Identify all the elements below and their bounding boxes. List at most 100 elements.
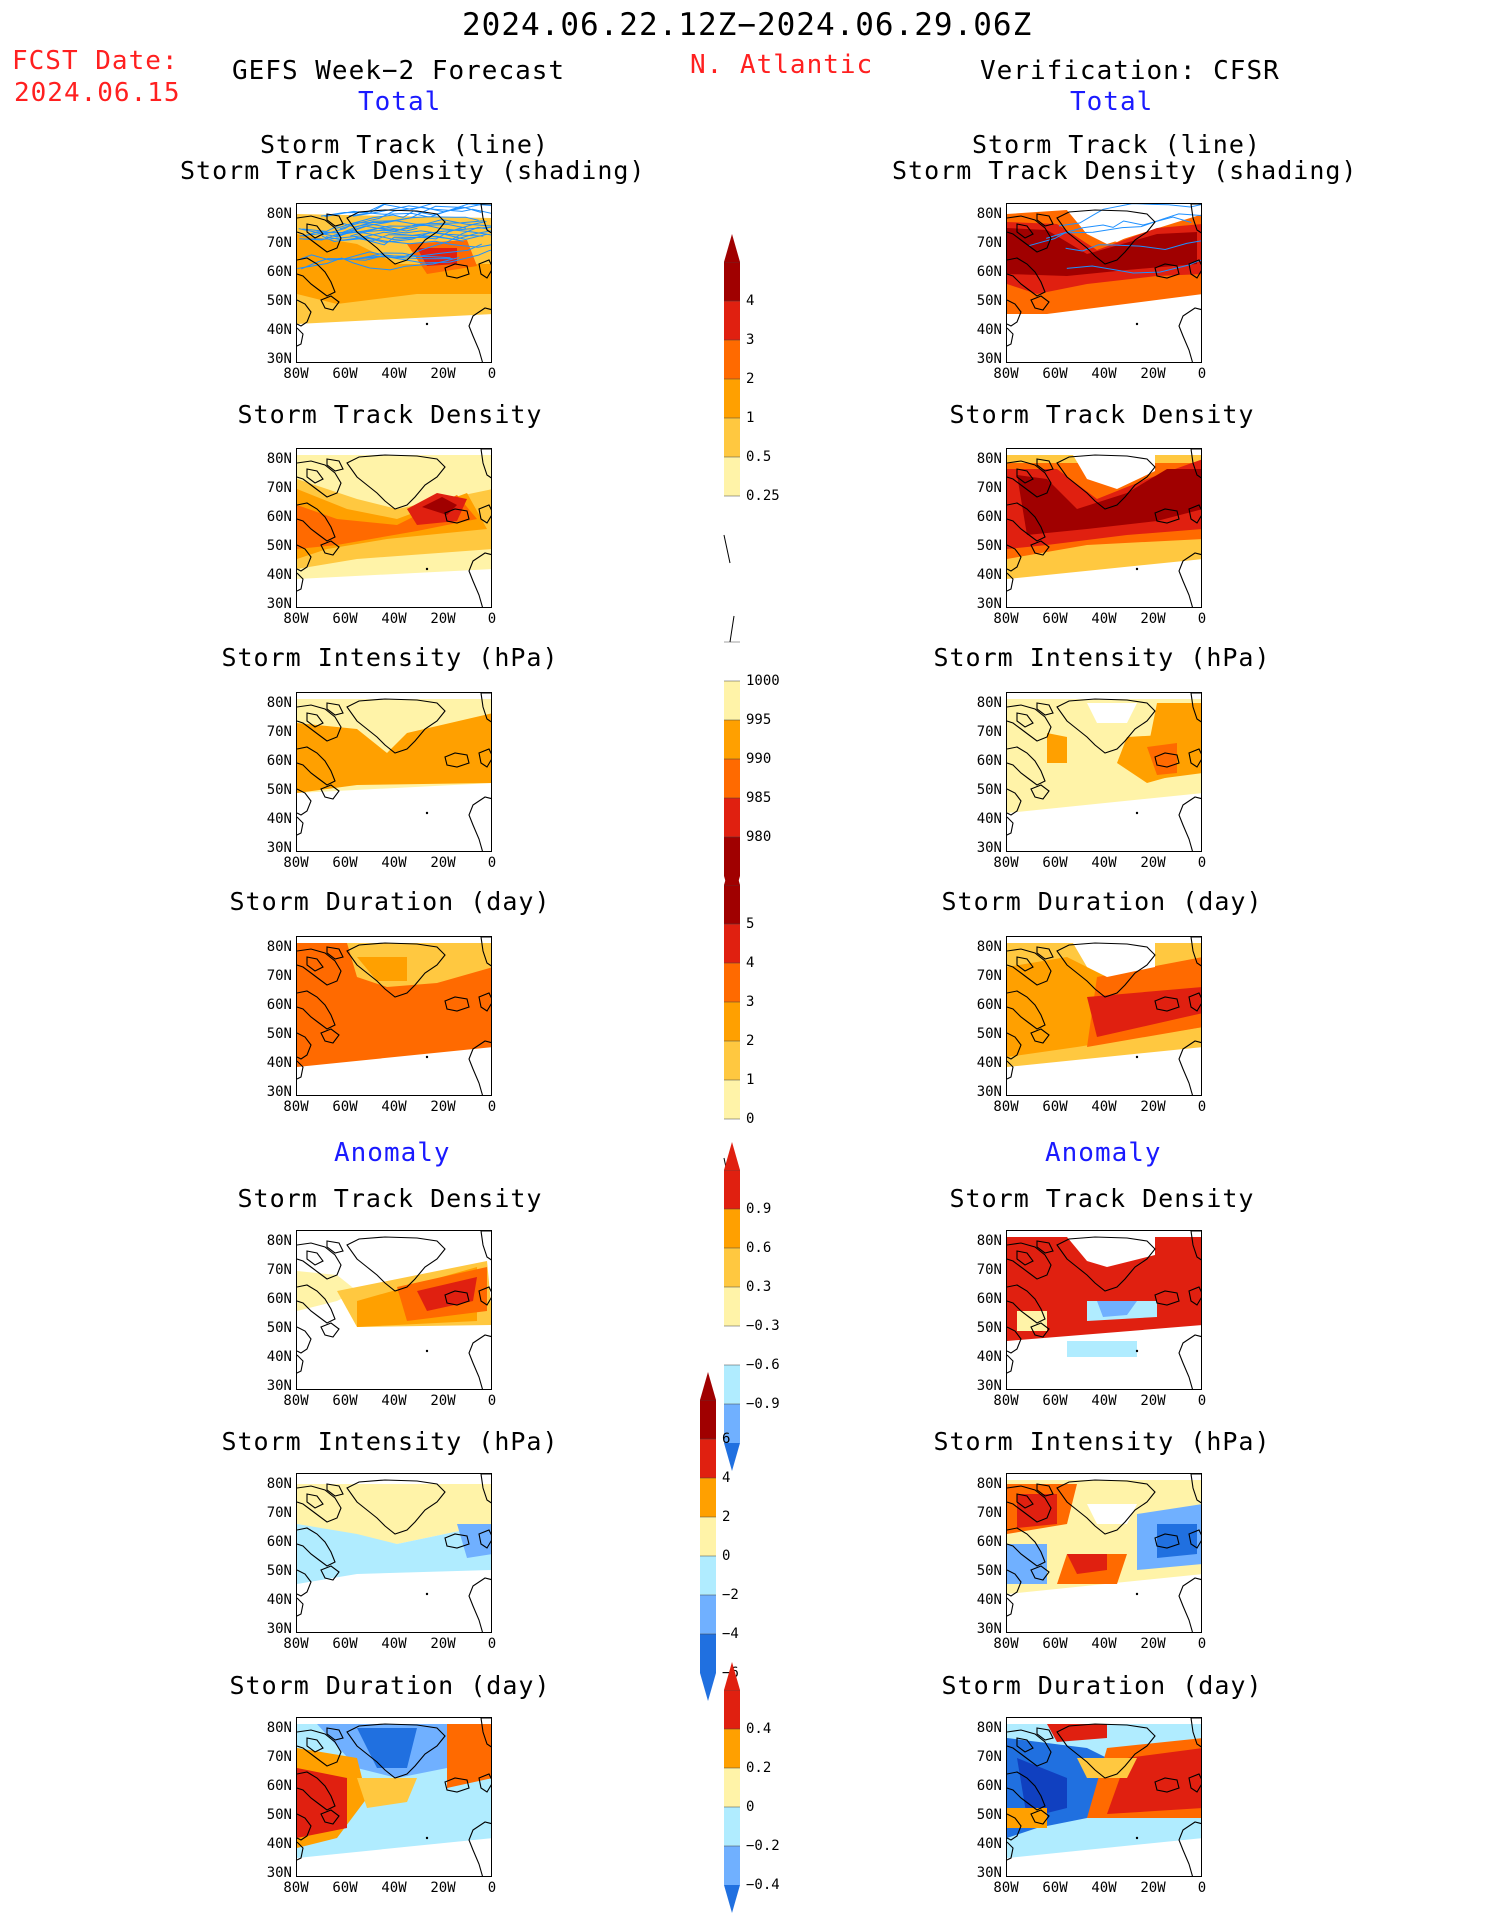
lat-tick-label: 70N [266, 480, 292, 496]
lon-tick-label: 40W [381, 366, 407, 382]
lon-tick-label: 20W [1140, 366, 1166, 382]
lat-tick-label: 40N [976, 1349, 1002, 1365]
lon-tick-label: 60W [332, 611, 358, 627]
density-anom-colorbar-tick-label: −0.3 [746, 1318, 780, 1334]
lat-tick-label: 40N [266, 567, 292, 583]
lat-tick-label: 70N [266, 724, 292, 740]
lat-tick-label: 50N [976, 782, 1002, 798]
duration-anom-colorbar-tick-label: −0.2 [746, 1838, 780, 1854]
f-density-anom-map [296, 1230, 492, 1390]
duration-colorbar-tick-label: 0 [746, 1111, 755, 1127]
lon-tick-label: 80W [283, 1636, 309, 1652]
lat-tick-label: 80N [976, 451, 1002, 467]
v-intensity-anom-title: Storm Intensity (hPa) [933, 1427, 1271, 1456]
lat-tick-label: 80N [266, 939, 292, 955]
density-anom-colorbar-tick-label: −0.6 [746, 1357, 780, 1373]
intensity-anom-colorbar-tick-label: 0 [722, 1548, 731, 1564]
lat-tick-label: 80N [976, 1720, 1002, 1736]
lon-tick-label: 80W [993, 1393, 1019, 1409]
f-duration-anom-title: Storm Duration (day) [229, 1671, 551, 1700]
lat-tick-label: 80N [976, 695, 1002, 711]
duration-anom-colorbar-tick-label: 0.2 [746, 1760, 772, 1776]
intensity-anom-colorbar-tick-label: 2 [722, 1509, 731, 1525]
f-intensity-map [296, 692, 492, 852]
v-density-anom-map [1006, 1230, 1202, 1390]
lon-tick-label: 0 [1197, 1393, 1207, 1409]
lon-tick-label: 0 [1197, 611, 1207, 627]
lat-tick-label: 70N [976, 235, 1002, 251]
lat-tick-label: 70N [266, 1505, 292, 1521]
lat-tick-label: 50N [976, 538, 1002, 554]
lat-tick-label: 50N [976, 1320, 1002, 1336]
duration-anom-colorbar-tick-label: 0 [746, 1799, 755, 1815]
f-density-title: Storm Track Density [237, 400, 543, 429]
lon-tick-label: 0 [1197, 1880, 1207, 1896]
intensity-anom-colorbar-tick-label: 6 [722, 1431, 731, 1447]
density-anom-colorbar-tick-label: −0.9 [746, 1396, 780, 1412]
lat-tick-label: 60N [976, 264, 1002, 280]
lon-tick-label: 80W [283, 1880, 309, 1896]
lon-tick-label: 40W [381, 1099, 407, 1115]
duration-anom-colorbar-tick-label: −0.4 [746, 1877, 780, 1893]
lat-tick-label: 30N [976, 1621, 1002, 1637]
lat-tick-label: 30N [976, 1084, 1002, 1100]
lat-tick-label: 50N [266, 782, 292, 798]
f-track-line-title: Storm Track (line) [260, 130, 549, 159]
lat-tick-label: 40N [976, 567, 1002, 583]
intensity-colorbar-tick-label: 980 [746, 829, 772, 845]
lat-tick-label: 30N [976, 596, 1002, 612]
lat-tick-label: 80N [976, 1476, 1002, 1492]
lon-tick-label: 80W [993, 366, 1019, 382]
duration-colorbar-tick-label: 1 [746, 1072, 755, 1088]
lat-tick-label: 80N [976, 1233, 1002, 1249]
lon-tick-label: 80W [993, 1636, 1019, 1652]
verification-anomaly-label: Anomaly [1045, 1138, 1162, 1168]
f-track-map [296, 203, 492, 363]
lat-tick-label: 60N [976, 509, 1002, 525]
lon-tick-label: 0 [487, 366, 497, 382]
lat-tick-label: 50N [976, 1807, 1002, 1823]
lat-tick-label: 30N [266, 1378, 292, 1394]
lat-tick-label: 40N [976, 322, 1002, 338]
duration-colorbar-tick-label: 4 [746, 955, 755, 971]
duration-colorbar [722, 855, 742, 1192]
lat-tick-label: 50N [266, 1563, 292, 1579]
lon-tick-label: 60W [332, 366, 358, 382]
v-duration-anom-title: Storm Duration (day) [941, 1671, 1263, 1700]
v-density-title: Storm Track Density [949, 400, 1255, 429]
f-intensity-title: Storm Intensity (hPa) [221, 643, 559, 672]
intensity-colorbar [722, 612, 742, 910]
lon-tick-label: 60W [1042, 366, 1068, 382]
lat-tick-label: 80N [266, 1720, 292, 1736]
lat-tick-label: 60N [266, 753, 292, 769]
fcst-date-value: 2024.06.15 [14, 78, 181, 108]
lat-tick-label: 30N [976, 1865, 1002, 1881]
forecast-anomaly-label: Anomaly [334, 1138, 451, 1168]
lat-tick-label: 30N [266, 840, 292, 856]
lat-tick-label: 80N [266, 1476, 292, 1492]
lon-tick-label: 20W [430, 855, 456, 871]
lon-tick-label: 60W [1042, 855, 1068, 871]
verification-column-title: Verification: CFSR [980, 56, 1280, 86]
lat-tick-label: 30N [266, 1865, 292, 1881]
lon-tick-label: 80W [283, 1393, 309, 1409]
lon-tick-label: 80W [283, 611, 309, 627]
lon-tick-label: 0 [487, 1099, 497, 1115]
f-intensity-anom-title: Storm Intensity (hPa) [221, 1427, 559, 1456]
lat-tick-label: 80N [976, 206, 1002, 222]
f-density-anom-title: Storm Track Density [237, 1184, 543, 1213]
lat-tick-label: 30N [266, 1621, 292, 1637]
lon-tick-label: 60W [332, 855, 358, 871]
lat-tick-label: 60N [976, 997, 1002, 1013]
lat-tick-label: 60N [976, 753, 1002, 769]
lat-tick-label: 60N [266, 1291, 292, 1307]
f-intensity-anom-map [296, 1473, 492, 1633]
density-colorbar-tick-label: 0.25 [746, 488, 780, 504]
lon-tick-label: 0 [1197, 855, 1207, 871]
lon-tick-label: 20W [430, 1880, 456, 1896]
lon-tick-label: 20W [430, 1099, 456, 1115]
lat-tick-label: 40N [976, 1836, 1002, 1852]
lon-tick-label: 0 [1197, 1636, 1207, 1652]
region-label: N. Atlantic [690, 50, 874, 80]
lon-tick-label: 0 [487, 1636, 497, 1652]
